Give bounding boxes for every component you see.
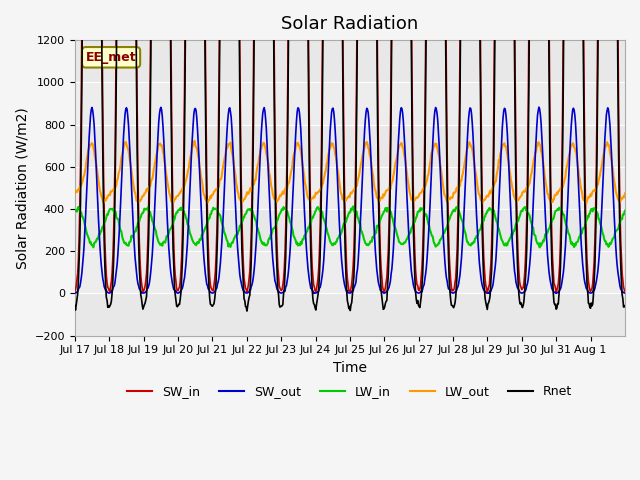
Text: EE_met: EE_met <box>86 51 136 64</box>
Bar <box>75 83 625 124</box>
Title: Solar Radiation: Solar Radiation <box>281 15 419 33</box>
Legend: SW_in, SW_out, LW_in, LW_out, Rnet: SW_in, SW_out, LW_in, LW_out, Rnet <box>122 380 577 403</box>
Bar <box>75 209 625 251</box>
Y-axis label: Solar Radiation (W/m2): Solar Radiation (W/m2) <box>15 107 29 269</box>
Bar <box>75 167 625 209</box>
Bar <box>75 293 625 336</box>
Bar <box>75 40 625 83</box>
Bar <box>75 124 625 167</box>
X-axis label: Time: Time <box>333 361 367 375</box>
Bar <box>75 251 625 293</box>
